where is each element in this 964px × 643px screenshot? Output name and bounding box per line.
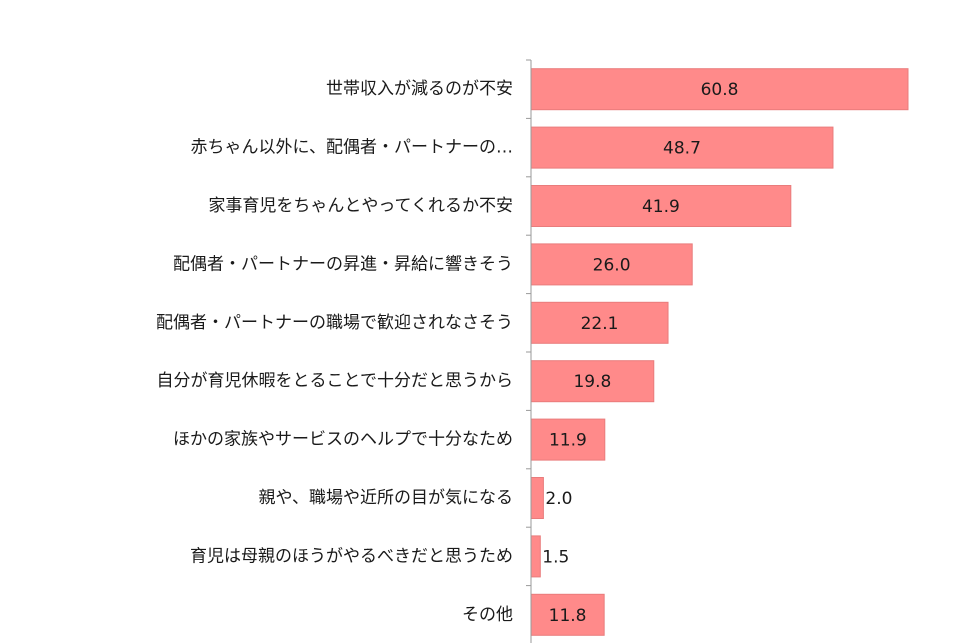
- value-label: 26.0: [593, 255, 631, 275]
- bar: [530, 185, 792, 227]
- category-label: 世帯収入が減るのが不安: [326, 79, 513, 99]
- value-label: 41.9: [642, 197, 680, 217]
- category-label: 家事育児をちゃんとやってくれるか不安: [208, 196, 513, 216]
- bar: [530, 301, 669, 344]
- value-label: 48.7: [663, 139, 701, 159]
- bar: [530, 68, 909, 111]
- bar: [530, 243, 693, 286]
- bars-group: [530, 68, 909, 636]
- category-label: 赤ちゃん以外に、配偶者・パートナーの…: [191, 138, 514, 158]
- category-label: 配偶者・パートナーの昇進・昇給に響きそう: [173, 254, 513, 274]
- bar: [530, 535, 541, 578]
- axis-ticks-group: [526, 59, 531, 587]
- category-label: 育児は母親のほうがやるべきだと思うため: [190, 546, 513, 566]
- value-label: 1.5: [542, 547, 569, 567]
- category-label: 自分が育児休暇をとることで十分だと思うから: [157, 371, 514, 391]
- category-label: ほかの家族やサービスのヘルプで十分なため: [173, 430, 513, 450]
- bar: [530, 418, 606, 461]
- value-label: 11.9: [549, 431, 587, 451]
- value-label: 19.8: [573, 372, 611, 392]
- value-labels-group: 60.8 48.7 41.9 26.0 22.1 19.8 11.9 2.0 1.5 11.8: [542, 80, 738, 626]
- category-label: 配偶者・パートナーの職場で歓迎されなさそう: [156, 313, 513, 333]
- bar: [530, 126, 834, 169]
- category-label: 親や、職場や近所の目が気になる: [259, 488, 514, 508]
- value-label: 11.8: [549, 606, 587, 626]
- category-label: その他: [462, 605, 513, 625]
- bar: [530, 477, 544, 519]
- value-label: 22.1: [581, 314, 619, 334]
- value-label: 60.8: [701, 80, 739, 100]
- value-label: 2.0: [545, 489, 572, 509]
